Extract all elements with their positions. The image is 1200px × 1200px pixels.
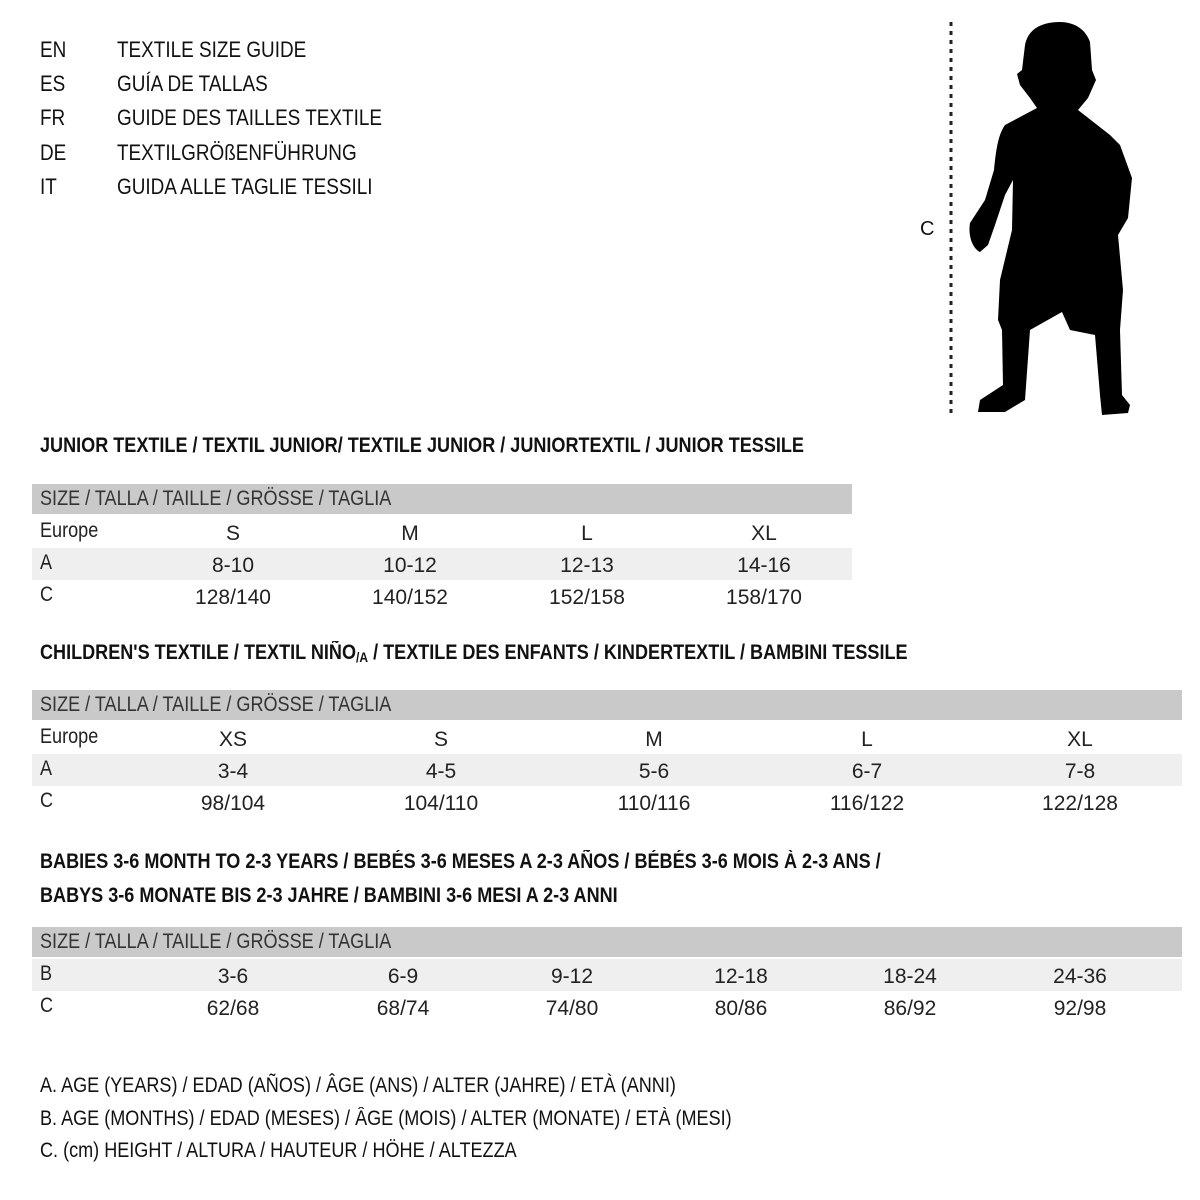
heading-text: / TEXTILE DES ENFANTS / KINDERTEXTIL / B… bbox=[368, 641, 908, 664]
table-cell: 128/140 bbox=[195, 586, 271, 609]
lang-code: FR bbox=[40, 105, 66, 130]
table-cell: 5-6 bbox=[638, 760, 670, 783]
table-cell: 122/128 bbox=[1042, 792, 1118, 815]
junior-size-table: SIZE / TALLA / TAILLE / GRÖSSE / TAGLIA … bbox=[32, 484, 852, 612]
table-cell: 110/116 bbox=[617, 792, 691, 815]
table-row: C 62/68 68/74 74/80 80/86 86/92 92/98 bbox=[32, 991, 1182, 1023]
table-cell: 86/92 bbox=[883, 997, 937, 1020]
table-cell: XL bbox=[1067, 728, 1093, 751]
table-cell: 98/104 bbox=[200, 792, 266, 815]
table-cell: 140/152 bbox=[372, 586, 448, 609]
table-cell: 9-12 bbox=[550, 965, 594, 988]
table-cell: 10-12 bbox=[383, 554, 437, 577]
table-cell: 116/122 bbox=[829, 792, 905, 815]
table-cell: 12-18 bbox=[714, 965, 768, 988]
row-label: Europe bbox=[40, 725, 99, 748]
table-cell: 80/86 bbox=[714, 997, 768, 1020]
table-header-row: SIZE / TALLA / TAILLE / GRÖSSE / TAGLIA bbox=[32, 927, 1182, 957]
table-cell: 3-6 bbox=[217, 965, 249, 988]
height-measure-label: C bbox=[920, 218, 935, 240]
table-cell: S bbox=[225, 522, 240, 545]
lang-code: ES bbox=[40, 71, 66, 96]
table-header: SIZE / TALLA / TAILLE / GRÖSSE / TAGLIA bbox=[40, 693, 392, 716]
row-label: A bbox=[40, 551, 53, 574]
guide-title: TEXTILE SIZE GUIDE bbox=[117, 37, 307, 62]
legend-b: B. AGE (MONTHS) / EDAD (MESES) / ÂGE (MO… bbox=[40, 1107, 732, 1130]
babies-heading-line2: BABYS 3-6 MONATE BIS 2-3 JAHRE / BAMBINI… bbox=[40, 884, 618, 907]
junior-heading: JUNIOR TEXTILE / TEXTIL JUNIOR/ TEXTILE … bbox=[40, 434, 804, 457]
guide-title: TEXTILGRÖßENFÜHRUNG bbox=[117, 140, 357, 165]
table-row: Europe XS S M L XL bbox=[32, 722, 1182, 754]
table-cell: 68/74 bbox=[376, 997, 430, 1020]
row-label: A bbox=[40, 757, 53, 780]
table-cell: 152/158 bbox=[549, 586, 625, 609]
table-cell: S bbox=[433, 728, 448, 751]
row-label: B bbox=[40, 962, 53, 985]
legend-c: C. (cm) HEIGHT / ALTURA / HAUTEUR / HÖHE… bbox=[40, 1139, 517, 1162]
row-label: Europe bbox=[40, 519, 99, 542]
table-cell: 6-7 bbox=[851, 760, 883, 783]
guide-title: GUIDA ALLE TAGLIE TESSILI bbox=[117, 174, 373, 199]
table-cell: 104/110 bbox=[403, 792, 479, 815]
heading-text: CHILDREN'S TEXTILE / TEXTIL NIÑO bbox=[40, 641, 357, 664]
table-cell: 158/170 bbox=[726, 586, 802, 609]
table-cell: 6-9 bbox=[387, 965, 419, 988]
table-header-row: SIZE / TALLA / TAILLE / GRÖSSE / TAGLIA bbox=[32, 690, 1182, 720]
row-label: C bbox=[40, 583, 54, 606]
table-header-row: SIZE / TALLA / TAILLE / GRÖSSE / TAGLIA bbox=[32, 484, 852, 514]
table-cell: 18-24 bbox=[883, 965, 937, 988]
guide-title: GUIDE DES TAILLES TEXTILE bbox=[117, 105, 382, 130]
babies-size-table: SIZE / TALLA / TAILLE / GRÖSSE / TAGLIA … bbox=[32, 927, 1182, 1023]
babies-heading-line1: BABIES 3-6 MONTH TO 2-3 YEARS / BEBÉS 3-… bbox=[40, 850, 881, 873]
table-cell: 3-4 bbox=[217, 760, 249, 783]
table-row: Europe S M L XL bbox=[32, 516, 852, 548]
table-cell: M bbox=[645, 728, 663, 751]
table-cell: 92/98 bbox=[1053, 997, 1107, 1020]
child-silhouette-icon bbox=[949, 22, 1132, 415]
table-cell: 74/80 bbox=[545, 997, 599, 1020]
table-cell: 8-10 bbox=[211, 554, 255, 577]
table-row: A 3-4 4-5 5-6 6-7 7-8 bbox=[32, 754, 1182, 786]
lang-code: DE bbox=[40, 140, 67, 165]
table-row: C 98/104 104/110 110/116 116/122 122/128 bbox=[32, 786, 1182, 818]
children-heading: CHILDREN'S TEXTILE / TEXTIL NIÑO/A / TEX… bbox=[40, 640, 908, 670]
table-cell: 62/68 bbox=[206, 997, 260, 1020]
table-header: SIZE / TALLA / TAILLE / GRÖSSE / TAGLIA bbox=[40, 487, 392, 510]
table-row: C 128/140 140/152 152/158 158/170 bbox=[32, 580, 852, 612]
children-size-table: SIZE / TALLA / TAILLE / GRÖSSE / TAGLIA … bbox=[32, 690, 1182, 818]
row-label: C bbox=[40, 994, 54, 1017]
table-cell: 4-5 bbox=[425, 760, 457, 783]
lang-code: EN bbox=[40, 37, 67, 62]
table-cell: 7-8 bbox=[1064, 760, 1096, 783]
table-header: SIZE / TALLA / TAILLE / GRÖSSE / TAGLIA bbox=[40, 930, 392, 953]
table-cell: XS bbox=[218, 728, 247, 751]
table-cell: XL bbox=[751, 522, 777, 545]
table-row: A 8-10 10-12 12-13 14-16 bbox=[32, 548, 852, 580]
table-cell: M bbox=[401, 522, 419, 545]
legend-a: A. AGE (YEARS) / EDAD (AÑOS) / ÂGE (ANS)… bbox=[40, 1074, 676, 1097]
table-cell: 24-36 bbox=[1053, 965, 1107, 988]
guide-title: GUÍA DE TALLAS bbox=[117, 71, 268, 96]
table-cell: 12-13 bbox=[560, 554, 614, 577]
table-row: B 3-6 6-9 9-12 12-18 18-24 24-36 bbox=[32, 959, 1182, 991]
heading-subscript: /A bbox=[356, 649, 369, 665]
table-cell: L bbox=[581, 522, 593, 545]
table-cell: 14-16 bbox=[737, 554, 791, 577]
lang-code: IT bbox=[40, 174, 57, 199]
table-cell: L bbox=[861, 728, 873, 751]
row-label: C bbox=[40, 789, 54, 812]
